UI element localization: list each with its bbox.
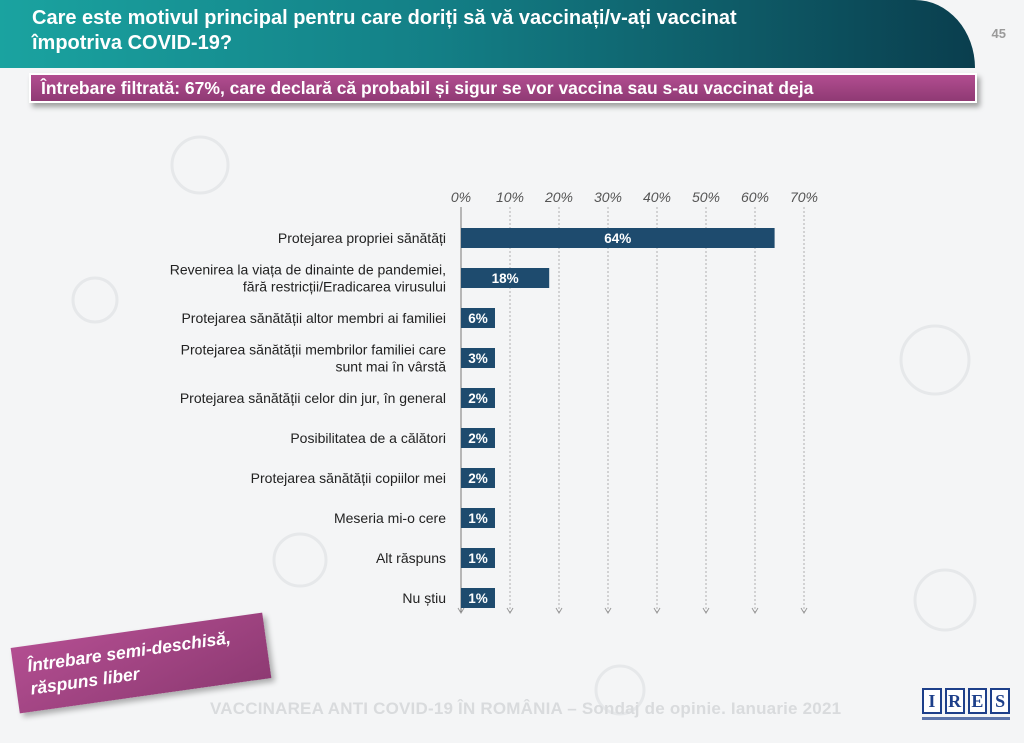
bar-value-label: 64% bbox=[604, 231, 631, 246]
bar bbox=[461, 348, 495, 368]
x-tick-label: 40% bbox=[643, 189, 671, 205]
category-label: Revenirea la viața de dinainte de pandem… bbox=[170, 262, 446, 278]
category-label: sunt mai în vârstă bbox=[336, 359, 447, 375]
logo-underline bbox=[922, 717, 1010, 720]
grid-line-arrow bbox=[555, 607, 563, 614]
grid-line-arrow bbox=[702, 607, 710, 614]
logo-letter: I bbox=[922, 688, 942, 714]
category-label: Protejarea sănătății altor membri ai fam… bbox=[181, 310, 446, 326]
category-label: Posibilitatea de a călători bbox=[290, 430, 446, 446]
category-label: Protejarea sănătății membrilor familiei … bbox=[181, 342, 447, 358]
x-tick-label: 70% bbox=[790, 189, 818, 205]
category-label: Nu știu bbox=[402, 590, 446, 606]
x-tick-label: 50% bbox=[692, 189, 720, 205]
bar bbox=[461, 548, 495, 568]
grid-line-arrow bbox=[457, 607, 465, 614]
logo-letter: S bbox=[990, 688, 1010, 714]
x-tick-label: 60% bbox=[741, 189, 769, 205]
grid-line-arrow bbox=[653, 607, 661, 614]
x-tick-label: 10% bbox=[496, 189, 524, 205]
bar-value-label: 3% bbox=[468, 351, 488, 366]
bar bbox=[461, 388, 495, 408]
grid-line-arrow bbox=[506, 607, 514, 614]
filter-note-text: Întrebare filtrată: 67%, care declară că… bbox=[41, 78, 814, 98]
logo-letter: R bbox=[944, 688, 965, 714]
bar-value-label: 1% bbox=[468, 591, 488, 606]
page-number: 45 bbox=[991, 26, 1006, 41]
ires-logo: I R E S bbox=[922, 688, 1010, 724]
category-label: Protejarea sănătății celor din jur, în g… bbox=[180, 390, 446, 406]
category-label: fără restricții/Eradicarea virusului bbox=[243, 279, 446, 295]
bar-value-label: 6% bbox=[468, 311, 488, 326]
bar-value-label: 2% bbox=[468, 391, 488, 406]
grid-line-arrow bbox=[800, 607, 808, 614]
footer-survey-title: VACCINAREA ANTI COVID-19 ÎN ROMÂNIA – So… bbox=[210, 699, 842, 718]
category-label: Protejarea sănătății copiilor mei bbox=[251, 470, 446, 486]
bar bbox=[461, 228, 775, 248]
page-title-line-1: Care este motivul principal pentru care … bbox=[32, 7, 737, 29]
bar bbox=[461, 588, 495, 608]
bar-value-label: 1% bbox=[468, 511, 488, 526]
bar bbox=[461, 428, 495, 448]
bar-value-label: 18% bbox=[492, 271, 519, 286]
bar bbox=[461, 268, 550, 288]
bar-value-label: 2% bbox=[468, 471, 488, 486]
x-tick-label: 0% bbox=[451, 189, 471, 205]
bar bbox=[461, 508, 495, 528]
filter-note-box: Întrebare filtrată: 67%, care declară că… bbox=[29, 73, 977, 103]
page-title: Care este motivul principal pentru care … bbox=[32, 6, 932, 56]
category-label: Meseria mi-o cere bbox=[334, 510, 446, 526]
grid-line-arrow bbox=[604, 607, 612, 614]
category-label: Protejarea propriei sănătăți bbox=[278, 230, 446, 246]
category-label: Alt răspuns bbox=[376, 550, 446, 566]
logo-letter: E bbox=[967, 688, 988, 714]
x-tick-label: 20% bbox=[544, 189, 573, 205]
bar-value-label: 1% bbox=[468, 551, 488, 566]
bar bbox=[461, 468, 495, 488]
bar-value-label: 2% bbox=[468, 431, 488, 446]
page-title-line-2: împotriva COVID-19? bbox=[32, 32, 233, 54]
grid-line-arrow bbox=[751, 607, 759, 614]
x-tick-label: 30% bbox=[594, 189, 622, 205]
header-banner: Care este motivul principal pentru care … bbox=[0, 0, 975, 68]
logo-letters: I R E S bbox=[922, 688, 1010, 714]
bar bbox=[461, 308, 495, 328]
